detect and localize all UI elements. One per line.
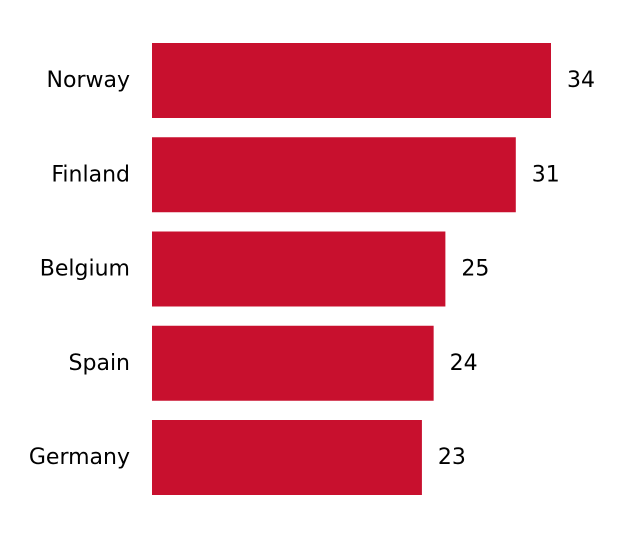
bars-group xyxy=(152,43,551,495)
value-label-finland: 31 xyxy=(532,162,560,187)
category-label-finland: Finland xyxy=(51,162,130,187)
bar-germany xyxy=(152,420,422,495)
bar-finland xyxy=(152,137,516,213)
category-label-norway: Norway xyxy=(47,68,130,93)
category-labels-group: Norway Finland Belgium Spain Germany xyxy=(29,68,130,470)
category-label-germany: Germany xyxy=(29,445,130,470)
value-label-norway: 34 xyxy=(567,68,595,93)
value-label-spain: 24 xyxy=(450,351,478,376)
category-label-spain: Spain xyxy=(69,351,130,376)
value-labels-group: 34 31 25 24 23 xyxy=(438,68,595,470)
value-label-belgium: 25 xyxy=(461,257,489,282)
category-label-belgium: Belgium xyxy=(40,257,130,282)
bar-belgium xyxy=(152,231,446,307)
bar-spain xyxy=(152,325,434,401)
value-label-germany: 23 xyxy=(438,445,466,470)
bar-norway xyxy=(152,43,551,118)
